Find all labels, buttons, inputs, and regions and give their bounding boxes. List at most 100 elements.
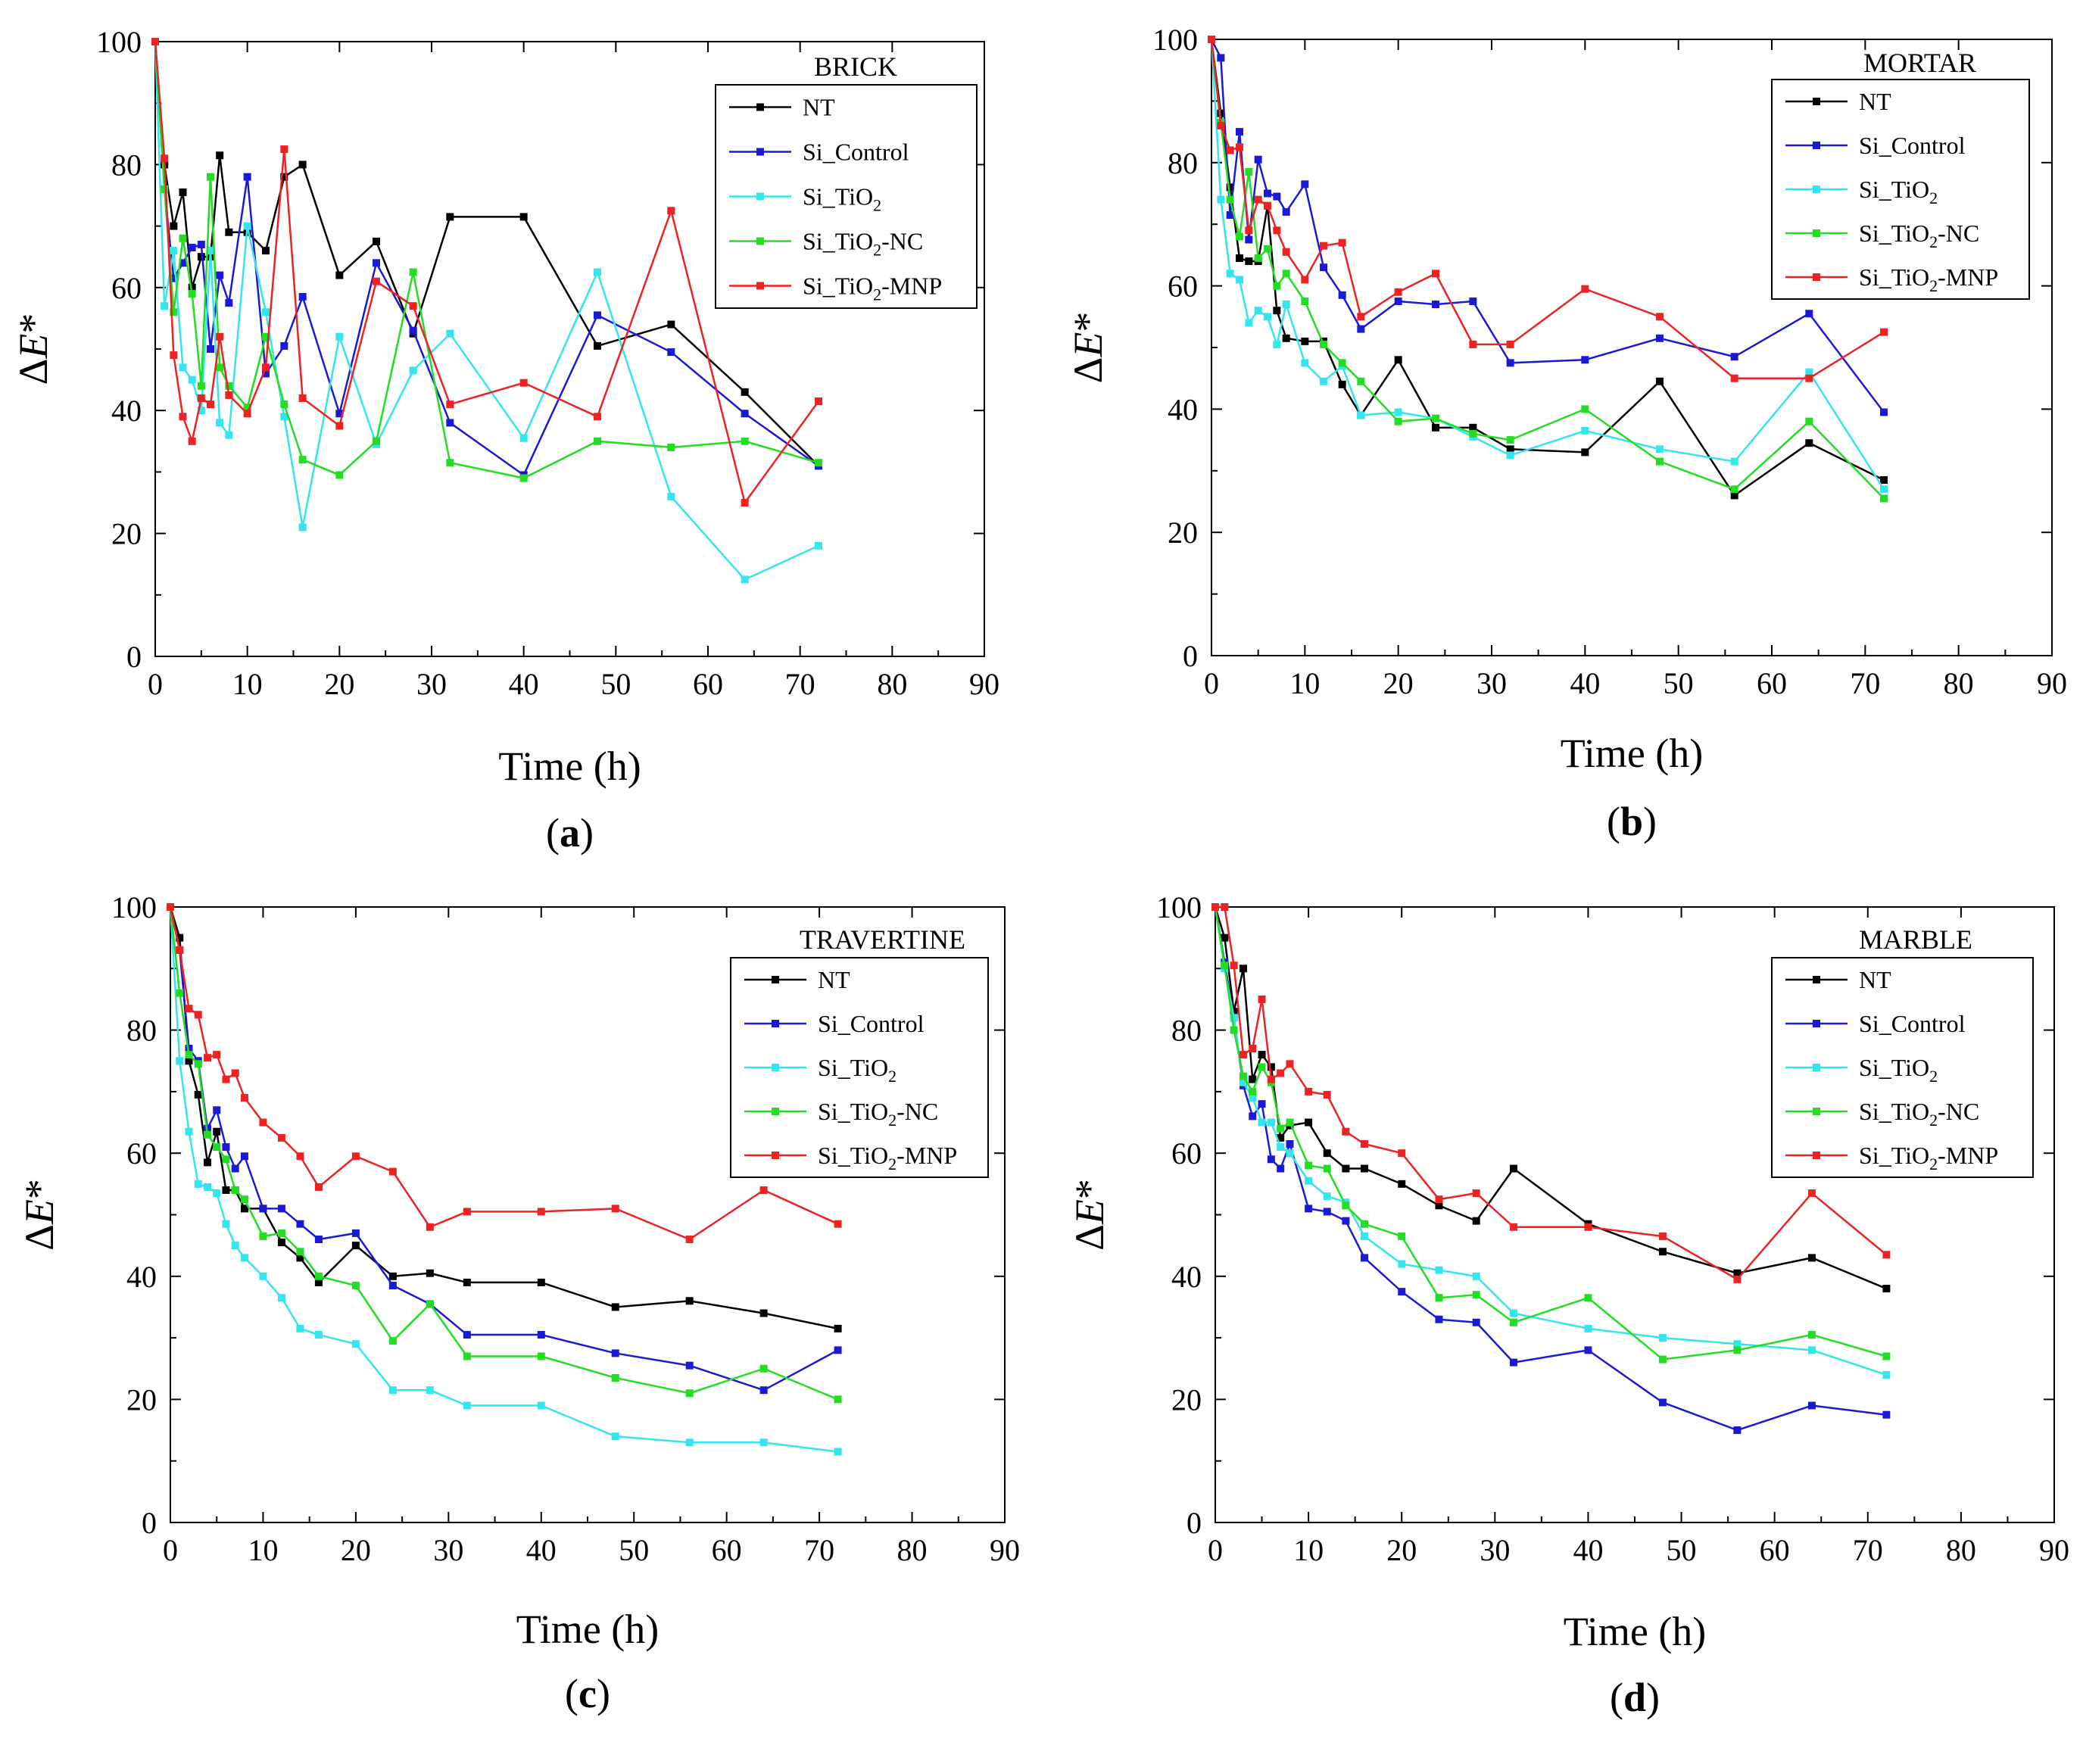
- data-point: [1217, 195, 1225, 204]
- x-tick-label: 60: [693, 667, 723, 701]
- data-point: [1807, 1331, 1816, 1339]
- data-point: [1398, 1260, 1406, 1268]
- x-tick-label: 0: [163, 1533, 178, 1567]
- data-point: [1581, 448, 1589, 457]
- x-tick-label: 20: [341, 1533, 371, 1567]
- data-point: [537, 1352, 545, 1360]
- data-point: [1267, 1155, 1275, 1164]
- series-Si_TiO2-NC: [151, 38, 822, 482]
- data-point: [1807, 1401, 1816, 1410]
- data-point: [1733, 1426, 1742, 1435]
- data-point: [185, 1057, 193, 1065]
- data-point: [231, 1186, 239, 1194]
- legend-label-text: -MNP: [881, 273, 942, 300]
- data-point: [170, 274, 178, 282]
- caption-paren-open: (: [565, 1671, 578, 1716]
- data-point: [1360, 1254, 1368, 1262]
- data-point: [296, 1248, 304, 1256]
- data-point: [1305, 1087, 1313, 1095]
- x-tick-label: 20: [324, 667, 354, 701]
- legend-label-text: Si_Control: [1859, 1010, 1966, 1037]
- data-point: [1357, 411, 1365, 419]
- data-point: [197, 253, 205, 261]
- legend-label-text: Si_TiO: [1859, 1142, 1929, 1169]
- caption-letter: b: [1620, 799, 1643, 844]
- legend-marker: [772, 1064, 779, 1071]
- y-tick-label: 40: [1171, 1260, 1202, 1294]
- data-point: [1273, 192, 1281, 201]
- data-point: [1267, 1063, 1275, 1071]
- series-line: [169, 906, 838, 1330]
- legend-label: Si_TiO2: [1859, 1054, 1938, 1086]
- legend-label-text: -NC: [881, 228, 923, 255]
- data-point: [1584, 1294, 1592, 1302]
- y-axis-label-var: E: [17, 1199, 62, 1225]
- legend-label-text: Si_TiO: [803, 183, 873, 210]
- data-point: [1807, 1346, 1816, 1354]
- x-axis-label: Time (h): [498, 743, 641, 789]
- data-point: [1509, 1309, 1517, 1317]
- data-point: [1432, 423, 1439, 432]
- data-point: [611, 1349, 619, 1357]
- data-point: [262, 332, 270, 341]
- data-point: [1807, 1189, 1816, 1198]
- data-point: [1286, 1118, 1294, 1127]
- data-point: [1323, 1164, 1331, 1173]
- x-tick-label: 40: [1573, 1533, 1603, 1567]
- data-point: [1226, 210, 1234, 219]
- data-point: [1264, 201, 1271, 210]
- data-point: [446, 213, 454, 221]
- data-point: [1398, 1180, 1406, 1188]
- series-line: [1210, 39, 1885, 500]
- data-point: [277, 1239, 285, 1247]
- data-point: [1880, 485, 1888, 494]
- data-point: [176, 946, 184, 954]
- data-point: [1323, 1208, 1331, 1216]
- data-point: [216, 419, 224, 427]
- caption-paren-open: (: [546, 810, 560, 856]
- data-point: [1245, 168, 1253, 176]
- data-point: [1254, 254, 1262, 262]
- data-point: [1880, 494, 1888, 503]
- data-point: [1273, 282, 1281, 290]
- data-point: [519, 434, 528, 442]
- data-point: [1320, 377, 1327, 385]
- data-point: [834, 1324, 842, 1332]
- data-point: [1258, 1100, 1266, 1108]
- data-point: [1254, 195, 1262, 204]
- data-point: [834, 1395, 842, 1404]
- data-point: [197, 394, 205, 402]
- data-point: [594, 413, 601, 421]
- legend-label-text: -MNP: [897, 1142, 957, 1169]
- data-point: [280, 400, 288, 409]
- data-point: [213, 1051, 221, 1059]
- y-axis-label-var: E: [1065, 332, 1111, 358]
- data-point: [1398, 1288, 1406, 1296]
- data-point: [685, 1236, 694, 1244]
- data-point: [351, 1340, 360, 1348]
- data-point: [1338, 238, 1346, 247]
- legend-label-text: NT: [803, 94, 835, 121]
- data-point: [185, 1127, 193, 1136]
- data-point: [1236, 276, 1243, 284]
- data-point: [216, 151, 224, 160]
- data-point: [1342, 1201, 1350, 1210]
- y-tick-label: 20: [1168, 516, 1198, 550]
- data-point: [1264, 313, 1271, 321]
- x-tick-label: 80: [897, 1533, 928, 1567]
- y-axis-label-star: *: [17, 1179, 62, 1199]
- data-point: [611, 1432, 619, 1441]
- data-point: [243, 404, 251, 412]
- legend-marker: [1813, 142, 1820, 149]
- x-tick-label: 10: [248, 1533, 278, 1567]
- y-tick-label: 40: [111, 394, 142, 428]
- data-point: [1226, 146, 1234, 154]
- data-point: [1245, 257, 1253, 266]
- y-axis-label-var: E: [1067, 1199, 1112, 1225]
- data-point: [179, 413, 187, 421]
- data-point: [222, 1143, 230, 1152]
- data-point: [1236, 232, 1243, 241]
- data-point: [1301, 297, 1309, 305]
- data-point: [259, 1205, 267, 1213]
